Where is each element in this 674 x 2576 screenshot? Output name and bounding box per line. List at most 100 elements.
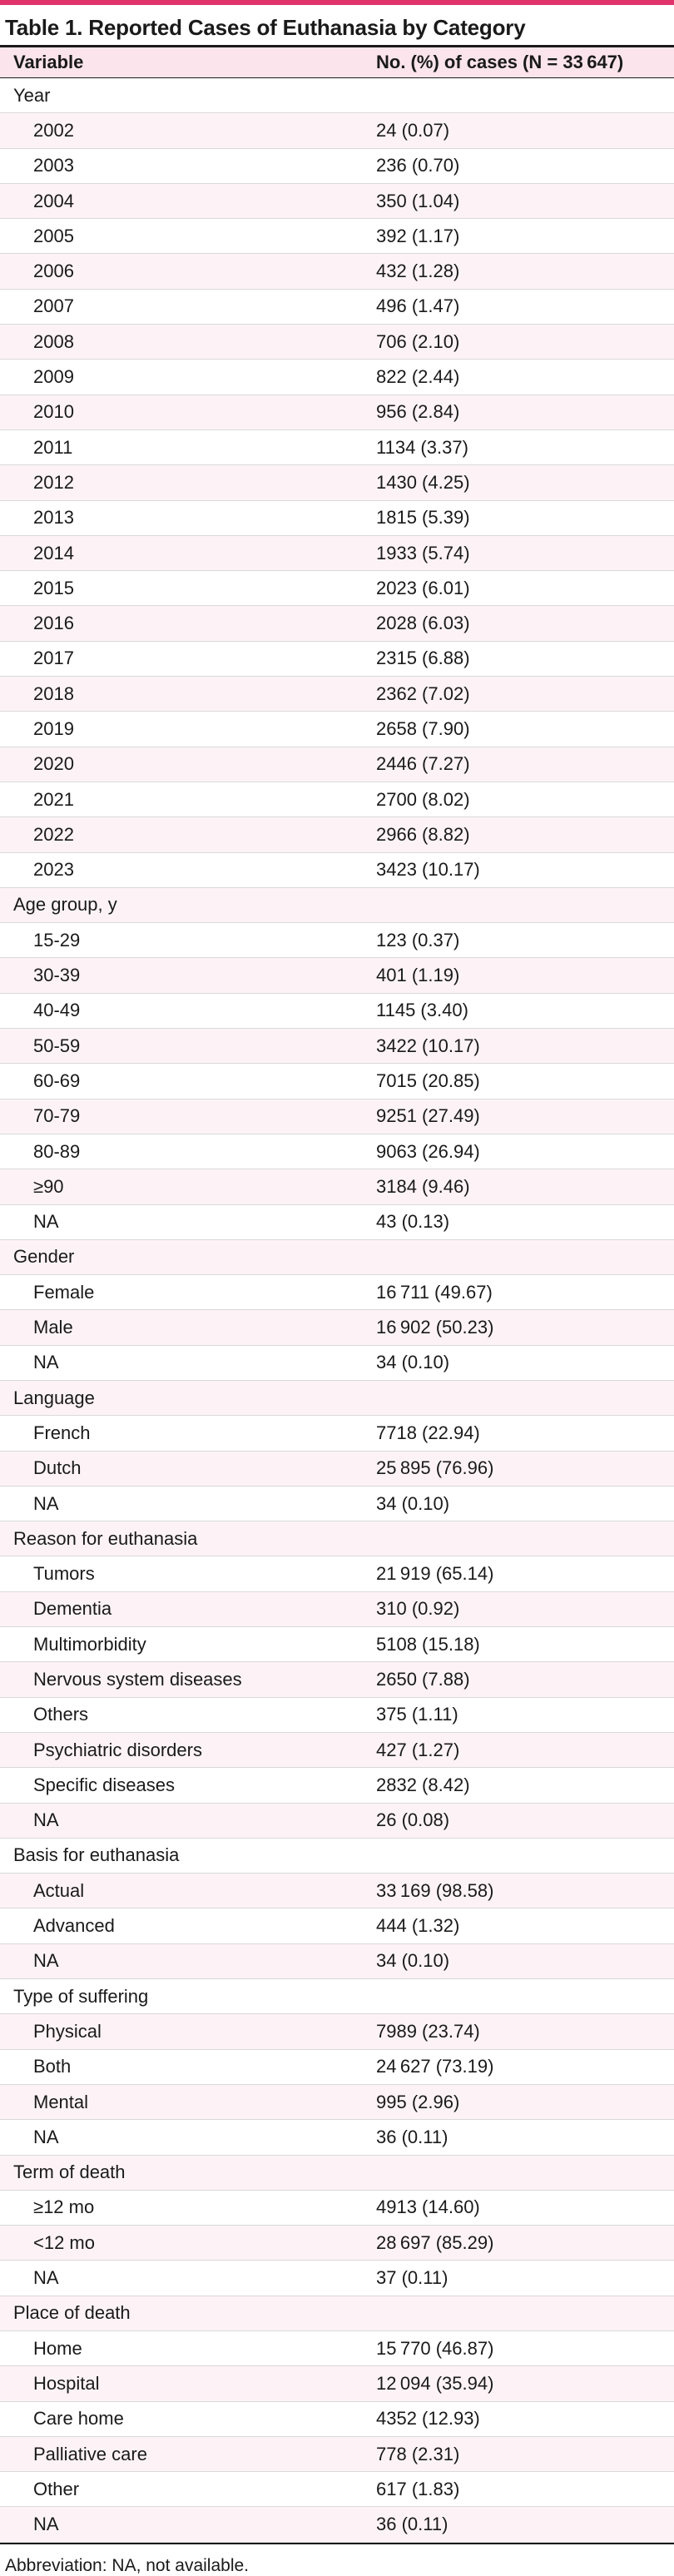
table-row: 2016 2028 (6.03) <box>0 606 674 642</box>
table-row: NA 34 (0.10) <box>0 1943 674 1980</box>
row-variable-cell: 70-79 <box>33 1105 81 1127</box>
table-row: 2022 2966 (8.82) <box>0 817 674 853</box>
data-table: Variable No. (%) of cases (N = 33 647) Y… <box>0 45 674 2544</box>
table-row: 2003 236 (0.70) <box>0 149 674 184</box>
row-cases-cell: 15 770 (46.87) <box>376 2337 494 2359</box>
section-heading: Place of death <box>13 2302 131 2324</box>
table-row: 2002 24 (0.07) <box>0 113 674 149</box>
table-title: Table 1. Reported Cases of Euthanasia by… <box>5 15 526 40</box>
table-row: ≥12 mo 4913 (14.60) <box>0 2191 674 2226</box>
table-row: 2019 2658 (7.90) <box>0 712 674 747</box>
row-cases-cell: 12 094 (35.94) <box>376 2372 494 2394</box>
table-row: 2017 2315 (6.88) <box>0 642 674 678</box>
table-row: Other 617 (1.83) <box>0 2472 674 2508</box>
row-cases-cell: 401 (1.19) <box>376 965 460 986</box>
row-variable-cell: 2003 <box>33 155 74 176</box>
row-variable-cell: 30-39 <box>33 965 81 986</box>
table-row: 15-29 123 (0.37) <box>0 923 674 959</box>
row-cases-cell: 392 (1.17) <box>376 225 460 246</box>
table-row: 2009 822 (2.44) <box>0 360 674 395</box>
table-row: 40-49 1145 (3.40) <box>0 994 674 1030</box>
table-row: NA 36 (0.11) <box>0 2120 674 2156</box>
section-heading-row: Place of death <box>0 2296 674 2331</box>
table-row: 2012 1430 (4.25) <box>0 465 674 501</box>
row-variable-cell: Dutch <box>33 1457 82 1479</box>
table-row: 2015 2023 (6.01) <box>0 571 674 607</box>
table-row: 50-59 3422 (10.17) <box>0 1029 674 1065</box>
row-cases-cell: 778 (2.31) <box>376 2443 460 2464</box>
row-cases-cell: 37 (0.11) <box>376 2267 449 2289</box>
row-variable-cell: Others <box>33 1704 89 1725</box>
section-heading: Language <box>13 1387 95 1408</box>
row-cases-cell: 9251 (27.49) <box>376 1105 480 1127</box>
table-row: 2007 496 (1.47) <box>0 290 674 325</box>
row-cases-cell: 4913 (14.60) <box>376 2196 480 2218</box>
row-cases-cell: 28 697 (85.29) <box>376 2231 494 2253</box>
row-cases-cell: 350 (1.04) <box>376 190 460 211</box>
row-variable-cell: 2014 <box>33 542 74 563</box>
section-heading: Type of suffering <box>13 1985 149 2007</box>
row-variable-cell: NA <box>33 1809 59 1831</box>
table-row: NA 37 (0.11) <box>0 2261 674 2296</box>
section-heading: Basis for euthanasia <box>13 1844 180 1866</box>
row-variable-cell: Male <box>33 1317 73 1338</box>
row-variable-cell: Home <box>33 2337 82 2359</box>
row-cases-cell: 34 (0.10) <box>376 1492 450 1514</box>
row-cases-cell: 34 (0.10) <box>376 1352 450 1373</box>
row-variable-cell: Multimorbidity <box>33 1633 146 1655</box>
table-row: Nervous system diseases 2650 (7.88) <box>0 1662 674 1698</box>
table-body: Year 2002 24 (0.07) 2003 236 (0.70) 2004 350 (… <box>0 78 674 2543</box>
row-variable-cell: Nervous system diseases <box>33 1669 242 1690</box>
table-row: 2010 956 (2.84) <box>0 395 674 430</box>
table-row: NA 34 (0.10) <box>0 1346 674 1381</box>
table-row: NA 36 (0.11) <box>0 2507 674 2543</box>
row-cases-cell: 1134 (3.37) <box>376 436 468 458</box>
row-cases-cell: 7015 (20.85) <box>376 1070 480 1091</box>
section-heading: Reason for euthanasia <box>13 1527 198 1549</box>
table-row: Psychiatric disorders 427 (1.27) <box>0 1732 674 1769</box>
row-cases-cell: 2028 (6.03) <box>376 613 470 634</box>
row-variable-cell: 2013 <box>33 507 74 529</box>
row-variable-cell: 60-69 <box>33 1070 81 1091</box>
table-row: 2006 432 (1.28) <box>0 254 674 290</box>
row-cases-cell: 7989 (23.74) <box>376 2020 480 2042</box>
table-row: <12 mo 28 697 (85.29) <box>0 2226 674 2261</box>
row-cases-cell: 2446 (7.27) <box>376 753 470 775</box>
row-cases-cell: 2315 (6.88) <box>376 648 470 669</box>
row-cases-cell: 1815 (5.39) <box>376 507 470 529</box>
section-heading-row: Type of suffering <box>0 1979 674 2015</box>
row-cases-cell: 444 (1.32) <box>376 1915 460 1937</box>
section-heading-row: Year <box>0 78 674 114</box>
row-cases-cell: 995 (2.96) <box>376 2091 460 2112</box>
table-row: Multimorbidity 5108 (15.18) <box>0 1627 674 1663</box>
row-cases-cell: 34 (0.10) <box>376 1950 450 1972</box>
row-variable-cell: <12 mo <box>33 2231 95 2253</box>
row-variable-cell: Both <box>33 2056 72 2077</box>
row-cases-cell: 9063 (26.94) <box>376 1140 480 1162</box>
row-cases-cell: 16 902 (50.23) <box>376 1317 494 1338</box>
row-cases-cell: 26 (0.08) <box>376 1809 450 1831</box>
table-row: Others 375 (1.11) <box>0 1698 674 1733</box>
section-heading-row: Age group, y <box>0 887 674 924</box>
row-cases-cell: 2832 (8.42) <box>376 1774 470 1795</box>
table-row: Care home 4352 (12.93) <box>0 2402 674 2437</box>
row-cases-cell: 25 895 (76.96) <box>376 1457 494 1479</box>
table-row: 2004 350 (1.04) <box>0 183 674 220</box>
row-variable-cell: Actual <box>33 1879 85 1901</box>
row-cases-cell: 36 (0.11) <box>376 2514 449 2535</box>
row-variable-cell: NA <box>33 2514 59 2535</box>
row-variable-cell: Mental <box>33 2091 89 2112</box>
row-variable-cell: 2005 <box>33 225 74 246</box>
row-variable-cell: Care home <box>33 2408 124 2430</box>
row-cases-cell: 7718 (22.94) <box>376 1422 480 1443</box>
table-row: 2020 2446 (7.27) <box>0 747 674 782</box>
row-variable-cell: 40-49 <box>33 1000 81 1021</box>
section-heading-row: Term of death <box>0 2155 674 2191</box>
row-variable-cell: Female <box>33 1281 95 1303</box>
row-variable-cell: 2019 <box>33 717 74 739</box>
row-cases-cell: 24 627 (73.19) <box>376 2056 494 2077</box>
section-heading-row: Language <box>0 1380 674 1417</box>
table-row: 70-79 9251 (27.49) <box>0 1099 674 1134</box>
table-row: 2005 392 (1.17) <box>0 219 674 255</box>
table-row: Actual 33 169 (98.58) <box>0 1874 674 1909</box>
